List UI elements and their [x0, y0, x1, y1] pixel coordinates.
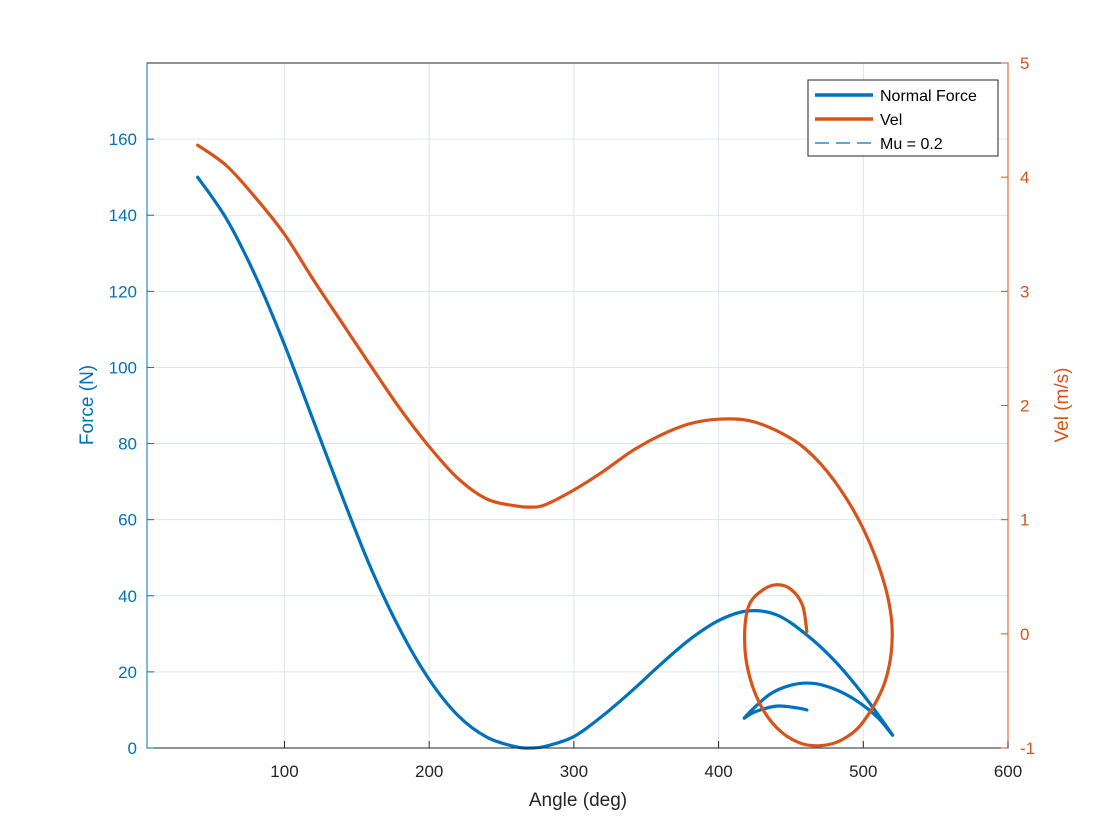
left-y-tick-label: 20 — [118, 663, 137, 682]
series-line-normal-force — [196, 175, 895, 750]
left-y-tick-label: 40 — [118, 587, 137, 606]
legend-label-vel: Vel — [880, 112, 902, 129]
left-y-axis: 0 20 40 60 80 100 120 140 160 — [109, 63, 154, 758]
x-tick-label: 200 — [415, 762, 443, 781]
right-y-tick-label: 0 — [1020, 625, 1029, 644]
x-tick-label: 100 — [270, 762, 298, 781]
left-y-tick-label: 100 — [109, 358, 137, 377]
left-y-tick-label: 120 — [109, 282, 137, 301]
right-y-tick-label: 3 — [1020, 282, 1029, 301]
right-y-tick-label: 5 — [1020, 54, 1029, 73]
left-y-tick-label: 140 — [109, 206, 137, 225]
legend: Normal Force Vel Mu = 0.2 — [807, 79, 999, 157]
right-y-tick-label: -1 — [1020, 739, 1035, 758]
grid-lines — [147, 63, 1009, 749]
series-layer — [196, 143, 895, 750]
legend-label-normal-force: Normal Force — [880, 88, 977, 105]
right-y-axis-label: Vel (m/s) — [1052, 368, 1073, 443]
left-y-axis-label: Force (N) — [77, 365, 98, 445]
right-y-tick-label: 2 — [1020, 397, 1029, 416]
x-tick-label: 500 — [849, 762, 877, 781]
left-y-tick-label: 60 — [118, 511, 137, 530]
right-y-axis: -1 0 1 2 3 4 5 — [1001, 54, 1035, 758]
left-y-tick-label: 0 — [128, 739, 137, 758]
x-axis: 100 200 300 400 500 600 — [270, 741, 1022, 781]
series-line-vel — [196, 143, 894, 748]
x-tick-label: 300 — [560, 762, 588, 781]
left-y-tick-label: 80 — [118, 435, 137, 454]
x-tick-label: 600 — [994, 762, 1022, 781]
plot-frame — [146, 62, 1009, 749]
right-y-tick-label: 1 — [1020, 511, 1029, 530]
legend-label-mu: Mu = 0.2 — [880, 136, 943, 153]
left-y-tick-label: 160 — [109, 130, 137, 149]
right-y-tick-label: 4 — [1020, 168, 1029, 187]
x-tick-label: 400 — [704, 762, 732, 781]
x-axis-label: Angle (deg) — [529, 790, 627, 811]
